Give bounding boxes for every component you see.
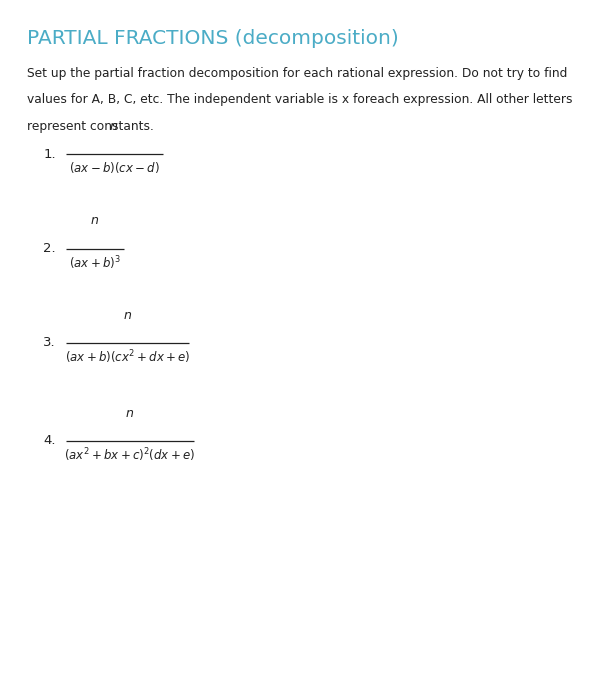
Text: $(ax+b)(cx^2+dx+e)$: $(ax+b)(cx^2+dx+e)$ bbox=[65, 349, 190, 366]
Text: $(ax^2+bx+c)^2(dx+e)$: $(ax^2+bx+c)^2(dx+e)$ bbox=[64, 447, 195, 464]
Text: $(ax-b)(cx-d)$: $(ax-b)(cx-d)$ bbox=[68, 160, 159, 174]
Text: $n$: $n$ bbox=[123, 309, 132, 322]
Text: 2.: 2. bbox=[43, 242, 56, 255]
Text: $n$: $n$ bbox=[90, 214, 99, 228]
Text: 3.: 3. bbox=[43, 337, 56, 349]
Text: 4.: 4. bbox=[43, 435, 56, 447]
Text: Set up the partial fraction decomposition for each rational expression. Do not t: Set up the partial fraction decompositio… bbox=[27, 66, 567, 80]
Text: values for A, B, C, etc. The independent variable is x foreach expression. All o: values for A, B, C, etc. The independent… bbox=[27, 93, 572, 106]
Text: $(ax+b)^3$: $(ax+b)^3$ bbox=[68, 254, 121, 272]
Text: $n$: $n$ bbox=[109, 120, 118, 133]
Text: represent constants.: represent constants. bbox=[27, 120, 154, 133]
Text: PARTIAL FRACTIONS (decomposition): PARTIAL FRACTIONS (decomposition) bbox=[27, 29, 399, 48]
Text: 1.: 1. bbox=[43, 148, 56, 160]
Text: $n$: $n$ bbox=[126, 407, 134, 420]
